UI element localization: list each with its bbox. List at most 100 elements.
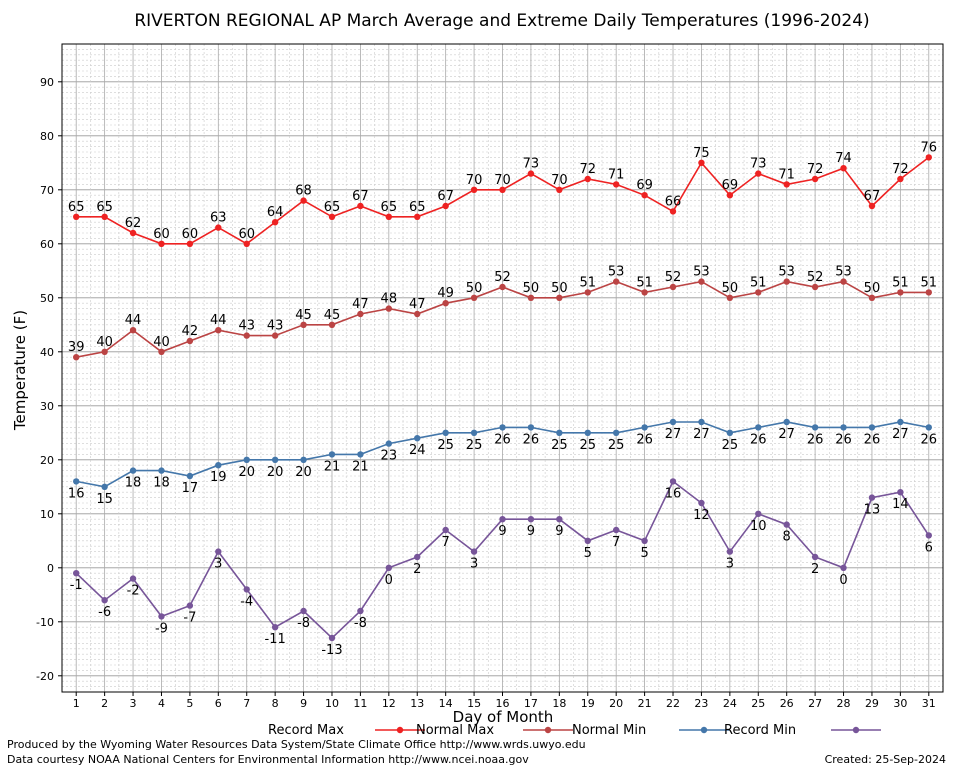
normal-min-data-label: 26	[494, 432, 511, 447]
record-min-data-label: 8	[783, 530, 791, 545]
x-tick-label: 1	[73, 697, 80, 710]
normal-max-data-label: 53	[835, 265, 852, 280]
normal-max-data-label: 48	[381, 292, 398, 307]
record-max-data-label: 76	[921, 140, 938, 155]
normal-max-point	[158, 348, 165, 355]
x-tick-label: 16	[496, 697, 510, 710]
record-min-data-label: 7	[612, 535, 620, 550]
record-max-point	[215, 224, 222, 231]
record-max-point	[783, 181, 790, 188]
y-tick-label: 20	[40, 454, 54, 467]
normal-max-data-label: 51	[636, 275, 653, 290]
normal-min-data-label: 27	[693, 427, 710, 442]
record-min-data-label: 3	[214, 557, 222, 572]
record-min-data-label: -2	[127, 584, 140, 599]
normal-max-data-label: 53	[608, 265, 625, 280]
normal-max-data-label: 42	[182, 324, 199, 339]
normal-max-data-label: 39	[68, 340, 85, 355]
record-min-point	[726, 548, 734, 555]
record-min-data-label: 0	[385, 573, 393, 588]
normal-min-data-label: 27	[665, 427, 682, 442]
record-max-data-label: 72	[892, 162, 909, 177]
record-min-data-label: 2	[413, 562, 421, 577]
record-min-data-label: -8	[297, 616, 310, 631]
record-max-data-label: 65	[409, 200, 426, 215]
record-min-point	[414, 553, 421, 561]
normal-min-point	[669, 418, 677, 426]
record-max-point	[243, 240, 250, 247]
record-min-data-label: 0	[839, 573, 847, 588]
record-min-point	[442, 526, 449, 534]
normal-max-data-label: 52	[494, 270, 511, 285]
normal-max-point	[271, 332, 279, 339]
normal-max-point	[925, 289, 932, 296]
record-max-data-label: 70	[494, 173, 511, 188]
y-tick-label: 80	[40, 130, 54, 143]
record-min-legend-label: Record Min	[724, 723, 796, 738]
record-min-point	[840, 564, 847, 571]
normal-max-point	[612, 278, 620, 285]
record-max-point	[101, 213, 108, 220]
normal-max-point	[73, 354, 80, 361]
normal-min-point	[897, 418, 904, 426]
normal-min-point	[811, 424, 819, 431]
record-min-point	[669, 478, 677, 485]
normal-max-data-label: 51	[892, 275, 909, 290]
record-max-point	[726, 192, 734, 199]
record-max-point	[527, 170, 535, 177]
normal-min-data-label: 25	[722, 438, 739, 453]
normal-min-point	[868, 424, 876, 431]
x-tick-label: 20	[609, 697, 623, 710]
normal-min-point	[414, 435, 421, 442]
record-max-data-label: 75	[693, 146, 710, 161]
record-min-data-label: 2	[811, 562, 819, 577]
record-min-point	[612, 526, 620, 534]
record-max-point	[300, 197, 307, 204]
normal-max-point	[897, 289, 904, 296]
record-max-data-label: 62	[125, 216, 142, 231]
x-tick-label: 28	[837, 697, 851, 710]
record-max-point	[414, 213, 421, 220]
record-max-point	[271, 219, 279, 226]
record-max-data-label: 71	[778, 167, 795, 182]
normal-min-point	[186, 472, 194, 480]
normal-max-data-label: 40	[153, 335, 170, 350]
normal-max-point	[669, 283, 677, 291]
normal-min-data-label: 26	[807, 432, 824, 447]
x-tick-label: 23	[694, 697, 708, 710]
normal-min-point	[527, 424, 535, 431]
normal-max-data-label: 47	[409, 297, 426, 312]
x-tick-label: 29	[865, 697, 879, 710]
normal-max-point	[726, 294, 734, 301]
x-tick-label: 21	[638, 697, 652, 710]
x-tick-label: 11	[353, 697, 367, 710]
normal-max-point	[442, 300, 449, 307]
record-max-data-label: 67	[352, 189, 369, 204]
record-max-data-label: 72	[807, 162, 824, 177]
record-min-data-label: -6	[98, 605, 111, 620]
y-tick-label: 60	[40, 238, 54, 251]
record-min-data-label: -11	[265, 632, 286, 647]
record-min-data-label: 3	[470, 557, 478, 572]
record-min-data-label: -7	[183, 611, 196, 626]
normal-max-point	[328, 321, 336, 328]
normal-min-point	[499, 424, 506, 431]
normal-min-point	[612, 429, 620, 436]
record-max-data-label: 69	[636, 178, 653, 193]
record-min-point	[783, 521, 790, 528]
normal-max-point	[243, 332, 250, 339]
normal-max-point	[840, 278, 847, 285]
y-tick-label: 90	[40, 76, 54, 89]
record-min-point	[215, 548, 222, 555]
normal-min-data-label: 20	[295, 465, 312, 480]
record-max-data-label: 70	[466, 173, 483, 188]
record-min-point	[925, 532, 932, 539]
record-min-point	[186, 602, 194, 609]
x-tick-label: 18	[552, 697, 566, 710]
record-max-data-label: 67	[437, 189, 454, 204]
normal-max-point	[300, 321, 307, 328]
normal-min-data-label: 21	[352, 459, 369, 474]
normal-max-data-label: 52	[665, 270, 682, 285]
